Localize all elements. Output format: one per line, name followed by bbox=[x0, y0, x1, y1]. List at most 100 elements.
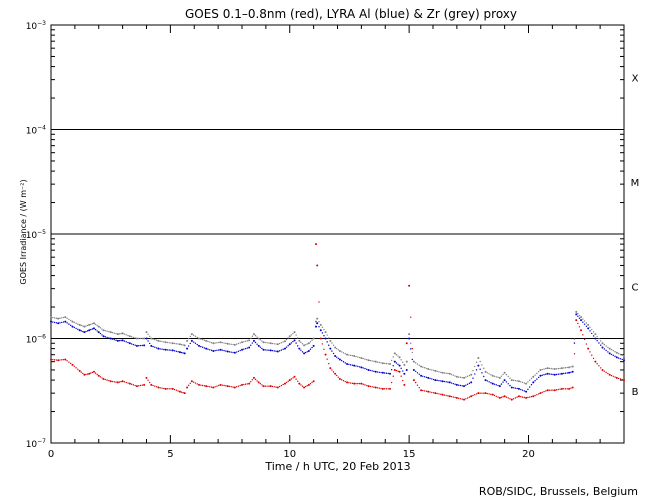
data-trace-dot-red bbox=[373, 386, 375, 388]
data-trace-dot-grey bbox=[66, 317, 68, 319]
data-trace-dot-blue bbox=[336, 356, 338, 358]
data-trace-dot-red bbox=[351, 382, 354, 385]
data-trace-dot-red bbox=[438, 393, 440, 395]
data-trace-dot-grey bbox=[290, 334, 293, 336]
data-trace-dot-blue bbox=[254, 341, 257, 344]
data-trace-dot-grey bbox=[182, 344, 184, 346]
data-trace-dot-grey bbox=[523, 382, 526, 384]
data-point-red bbox=[575, 319, 578, 322]
data-point-blue bbox=[312, 344, 315, 347]
data-trace-dot-grey bbox=[416, 363, 419, 365]
data-trace-dot-blue bbox=[373, 370, 375, 373]
data-trace-dot-red bbox=[273, 386, 275, 388]
data-trace-dot-red bbox=[91, 371, 94, 374]
data-point-grey bbox=[408, 333, 411, 336]
data-point-red bbox=[212, 386, 215, 389]
data-point-grey bbox=[517, 380, 520, 383]
data-trace-dot-red bbox=[488, 393, 490, 395]
data-trace-dot-grey bbox=[278, 342, 281, 345]
data-trace-dot-grey bbox=[418, 364, 420, 366]
data-point-red bbox=[517, 395, 520, 398]
data-point-blue bbox=[615, 356, 618, 359]
data-trace-dot-red bbox=[251, 379, 254, 381]
data-trace-dot-red bbox=[548, 389, 551, 391]
data-trace-dot-blue bbox=[237, 350, 240, 352]
data-point-blue bbox=[324, 337, 327, 340]
data-trace-dot-blue bbox=[486, 380, 489, 382]
data-trace-dot-grey bbox=[385, 362, 388, 365]
data-trace-dot-blue bbox=[440, 380, 442, 382]
data-trace-dot-grey bbox=[514, 379, 517, 382]
data-trace-dot-red bbox=[266, 385, 268, 387]
data-trace-dot-grey bbox=[472, 369, 474, 372]
data-trace-dot-grey bbox=[390, 359, 393, 362]
data-trace-dot-red bbox=[323, 348, 325, 350]
data-trace-dot-blue bbox=[564, 372, 567, 374]
data-trace-dot-red bbox=[210, 386, 213, 388]
data-trace-dot-grey bbox=[53, 317, 56, 319]
data-point-blue bbox=[315, 325, 318, 328]
data-point-red bbox=[226, 385, 229, 388]
data-point-blue bbox=[303, 352, 306, 355]
data-point-blue bbox=[560, 372, 563, 375]
data-trace-dot-grey bbox=[497, 376, 499, 379]
data-point-blue bbox=[338, 358, 341, 361]
data-trace-dot-red bbox=[311, 381, 313, 384]
data-trace-dot-blue bbox=[600, 344, 602, 346]
data-trace-dot-blue bbox=[392, 365, 394, 367]
data-trace-dot-blue bbox=[123, 340, 126, 342]
data-trace-dot-grey bbox=[251, 335, 254, 337]
data-trace-dot-red bbox=[600, 367, 602, 369]
data-trace-dot-red bbox=[301, 385, 304, 387]
data-trace-dot-red bbox=[196, 383, 198, 385]
data-point-red bbox=[276, 386, 279, 389]
data-point-red bbox=[367, 385, 370, 388]
data-trace-dot-red bbox=[337, 376, 339, 378]
data-trace-dot-grey bbox=[436, 370, 438, 373]
data-point-grey bbox=[334, 346, 337, 349]
data-point-red bbox=[338, 377, 341, 380]
data-trace-dot-red bbox=[349, 382, 352, 384]
data-trace-dot-red bbox=[390, 381, 393, 384]
data-trace-dot-red bbox=[397, 370, 399, 372]
data-point-red bbox=[257, 381, 260, 384]
data-point-blue bbox=[405, 368, 408, 371]
data-point-grey bbox=[374, 360, 377, 363]
data-trace-dot-blue bbox=[366, 368, 368, 370]
data-point-red bbox=[269, 385, 272, 388]
x-tick-label: 0 bbox=[48, 449, 54, 460]
data-point-red bbox=[623, 379, 625, 382]
data-trace-dot-grey bbox=[200, 338, 202, 340]
data-trace-dot-grey bbox=[328, 337, 330, 339]
data-point-blue bbox=[212, 349, 215, 352]
data-trace-dot-blue bbox=[474, 373, 476, 375]
data-point-red bbox=[553, 389, 556, 392]
data-trace-dot-grey bbox=[364, 358, 366, 360]
data-trace-dot-blue bbox=[541, 374, 543, 376]
data-point-blue bbox=[517, 387, 520, 390]
data-trace-dot-blue bbox=[161, 348, 163, 350]
data-trace-dot-blue bbox=[516, 387, 518, 390]
data-trace-dot-grey bbox=[268, 342, 270, 344]
data-trace-dot-red bbox=[194, 382, 197, 384]
data-trace-dot-blue bbox=[507, 383, 509, 385]
data-point-red bbox=[71, 363, 74, 366]
data-trace-dot-grey bbox=[168, 342, 170, 344]
data-trace-dot-red bbox=[497, 396, 499, 398]
data-trace-dot-blue bbox=[82, 330, 84, 333]
data-trace-dot-grey bbox=[566, 366, 568, 369]
data-trace-dot-blue bbox=[218, 349, 220, 351]
data-trace-dot-blue bbox=[383, 372, 386, 374]
data-trace-dot-red bbox=[86, 373, 89, 375]
data-trace-dot-blue bbox=[152, 345, 154, 348]
data-trace-dot-red bbox=[53, 359, 56, 361]
data-trace-dot-red bbox=[376, 387, 379, 389]
data-trace-dot-red bbox=[523, 396, 526, 399]
data-trace-dot-blue bbox=[261, 347, 263, 350]
data-trace-dot-grey bbox=[139, 337, 142, 340]
data-trace-dot-grey bbox=[619, 353, 622, 356]
data-trace-dot-grey bbox=[173, 342, 176, 345]
data-point-grey bbox=[190, 333, 193, 336]
data-trace-dot-blue bbox=[465, 384, 467, 386]
data-point-grey bbox=[420, 365, 423, 368]
